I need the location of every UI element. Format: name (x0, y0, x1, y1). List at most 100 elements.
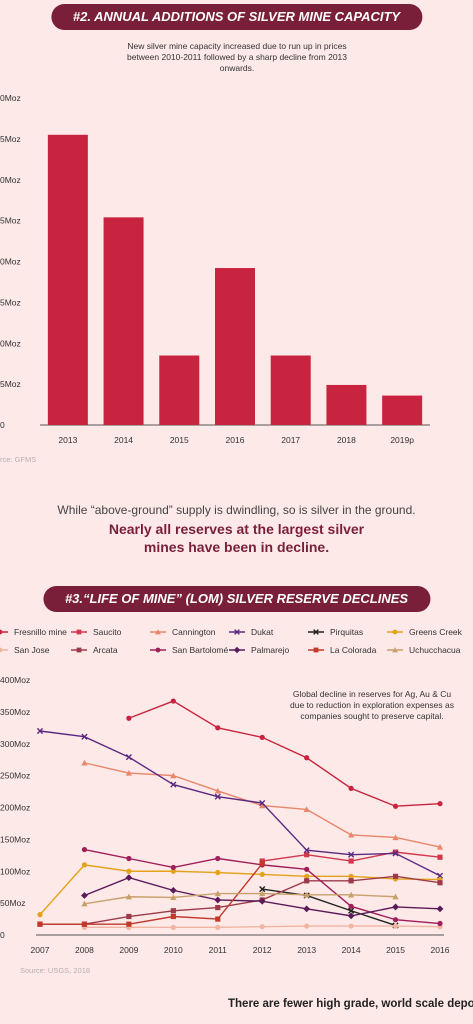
data-point (126, 921, 132, 927)
legend-label: San Bartolomé (172, 645, 228, 655)
data-point (259, 890, 266, 897)
legend-item-la-colorada: La Colorada (308, 645, 377, 655)
data-point (126, 715, 132, 721)
data-point (304, 866, 310, 872)
section-title-reserve-declines: #3.“LIFE OF MINE” (LOM) SILVER RESERVE D… (42, 586, 431, 612)
data-point (304, 852, 310, 858)
data-point (348, 878, 354, 884)
y-tick-label: 400Moz (0, 675, 30, 685)
legend-label: Saucito (93, 627, 122, 637)
series-line (40, 863, 263, 925)
data-point (125, 874, 133, 882)
legend-item-dukat: Dukat (229, 627, 274, 637)
data-point (126, 855, 132, 862)
data-point (170, 772, 177, 779)
intro-text: While “above-ground” supply is dwindling… (57, 503, 416, 517)
data-point (81, 862, 88, 868)
data-point (170, 864, 176, 871)
data-point (259, 871, 265, 878)
data-point (304, 878, 310, 884)
data-point (437, 854, 443, 860)
data-point (348, 873, 354, 879)
series-san-jose (81, 923, 443, 930)
legend-item-arcata: Arcata (71, 645, 118, 655)
x-tick-label: 2017 (281, 435, 300, 445)
legend-item-fresnillo-mine: Fresnillo mine (0, 627, 67, 637)
x-tick-label: 2007 (31, 945, 50, 955)
data-point (259, 802, 266, 809)
data-point (303, 847, 310, 854)
y-tick-label: 5Moz (0, 379, 21, 389)
data-point (436, 843, 444, 850)
series-line (262, 888, 396, 927)
data-point (259, 734, 265, 740)
data-point (436, 905, 444, 913)
source-usgs: Source: USGS, 2018 (20, 966, 91, 975)
data-point (214, 793, 221, 800)
data-point (304, 755, 310, 761)
data-point (392, 923, 399, 929)
y-tick-label: 300Moz (0, 739, 30, 749)
data-point (392, 903, 399, 911)
y-tick-label: 250Moz (0, 771, 30, 781)
data-point (214, 896, 222, 904)
data-point (437, 920, 443, 927)
data-point (215, 855, 221, 862)
data-point (126, 913, 132, 920)
legend-item-san-bartolome: San Bartolomé (150, 645, 228, 655)
data-point (170, 913, 176, 920)
data-point (37, 921, 43, 927)
legend-label: Palmarejo (251, 645, 290, 655)
data-point (170, 894, 177, 900)
data-point (81, 892, 88, 899)
intro-highlight: Nearly all reserves at the largest silve… (108, 521, 365, 555)
y-tick-label: 150Moz (0, 834, 30, 844)
data-point (259, 861, 265, 867)
y-tick-label: 0Moz (0, 175, 21, 185)
series-dukat (36, 727, 444, 879)
data-point (303, 806, 310, 813)
x-tick-label: 2011 (209, 945, 228, 955)
data-point (36, 727, 44, 735)
y-tick-label: 5Moz (0, 134, 21, 144)
data-point (348, 923, 354, 929)
data-point (348, 851, 355, 858)
chart-note-mine-capacity: New silver mine capacity increased due t… (126, 41, 348, 73)
data-point (259, 924, 265, 930)
y-tick-label: 5Moz (0, 297, 21, 307)
data-point (81, 733, 88, 740)
bar-2015 (159, 355, 200, 425)
series-uchucchacua (81, 890, 399, 907)
y-tick-label: 0Moz (0, 257, 21, 267)
series-line (84, 892, 396, 905)
data-point (303, 905, 311, 913)
legend-label: Arcata (93, 645, 118, 655)
legend-item-uchucchacua: Uchucchacua (387, 645, 461, 655)
x-tick-label: 2014 (114, 435, 133, 445)
x-tick-label: 2016 (431, 945, 450, 955)
data-point (392, 849, 399, 855)
legend-label: Dukat (251, 627, 274, 637)
data-point (437, 880, 443, 886)
legend-item-palmarejo: Palmarejo (229, 645, 290, 655)
legend-label: Fresnillo mine (14, 627, 67, 637)
data-point (347, 912, 355, 920)
section-title-mine-capacity: #2. ANNUAL ADDITIONS OF SILVER MINE CAPA… (50, 4, 423, 30)
data-point (170, 868, 176, 874)
data-point (304, 923, 310, 929)
legend-item-cannington: Cannington (150, 627, 216, 637)
data-point (81, 921, 88, 927)
bar-2018 (326, 384, 367, 425)
data-point (348, 907, 355, 914)
data-point (392, 873, 399, 879)
data-point (126, 868, 132, 874)
x-tick-label: 2010 (164, 945, 183, 955)
data-point (392, 850, 399, 857)
source-gfms: rce: GFMS (0, 455, 37, 464)
x-tick-label: 2013 (58, 435, 77, 445)
series-pirquitas (259, 886, 399, 929)
y-tick-label: 5Moz (0, 216, 21, 226)
series-line (40, 875, 441, 925)
legend-label: Uchucchacua (409, 645, 461, 655)
y-tick-label: 0Moz (0, 338, 21, 348)
